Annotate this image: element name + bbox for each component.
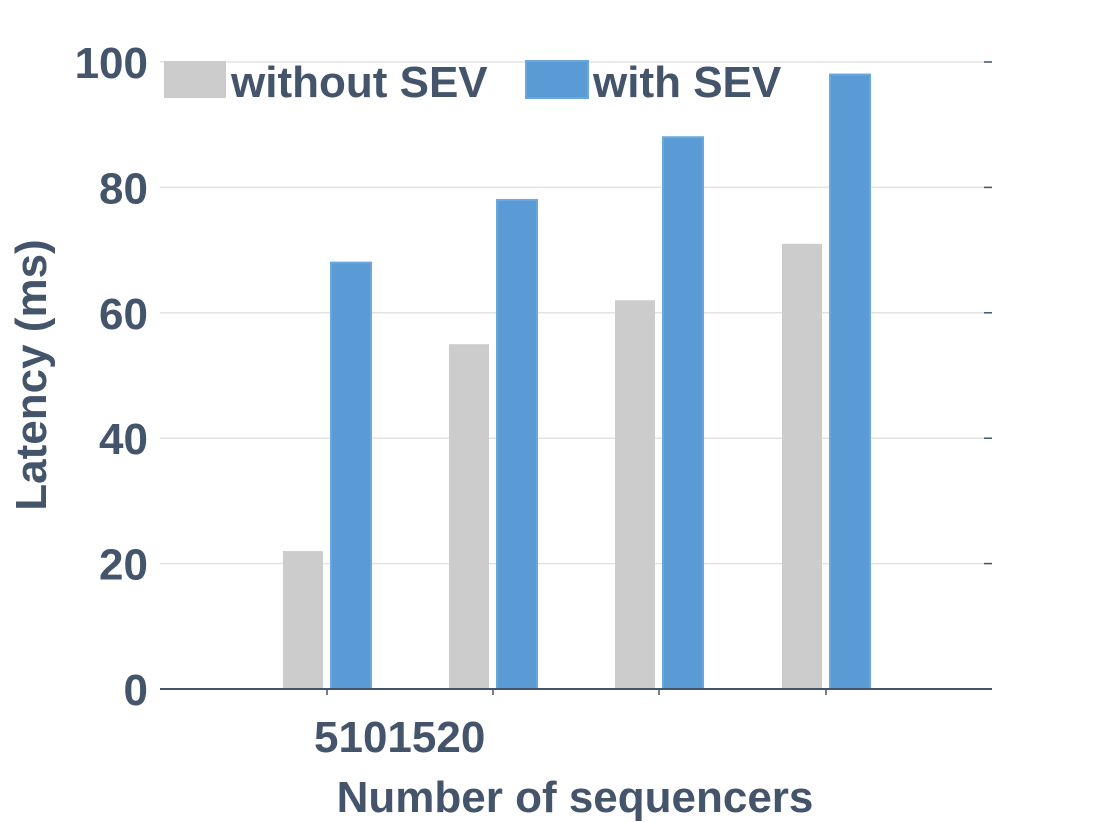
bar-without-sev-5 (283, 551, 323, 689)
y-tick-label-20: 20 (99, 541, 148, 590)
y-axis-ticks: 0 20 40 60 80 100 (75, 39, 992, 715)
y-tick-label-80: 80 (99, 164, 148, 213)
bar-with-sev-15 (662, 136, 704, 691)
bar-without-sev-10 (449, 344, 489, 689)
bar-with-sev-5 (330, 261, 372, 690)
bar-series (283, 73, 871, 695)
bar-without-sev-20 (782, 243, 822, 689)
bar-with-sev-10 (496, 198, 538, 690)
x-axis-title: Number of sequencers (337, 773, 814, 822)
legend-label-without-sev: without SEV (230, 58, 488, 107)
y-tick-label-100: 100 (75, 39, 148, 88)
bar-with-sev-20 (829, 73, 871, 691)
legend-swatch-with-sev (525, 60, 589, 99)
legend-label-with-sev: with SEV (592, 58, 782, 107)
y-tick-label-60: 60 (99, 290, 148, 339)
legend-swatch-without-sev (164, 61, 226, 98)
y-axis-title: Latency (ms) (7, 239, 56, 510)
bar-without-sev-15 (615, 300, 655, 689)
legend: without SEV with SEV (164, 58, 782, 107)
y-tick-label-40: 40 (99, 415, 148, 464)
x-axis-tick-labels: 5101520 (314, 713, 485, 762)
y-tick-label-0: 0 (124, 666, 148, 715)
